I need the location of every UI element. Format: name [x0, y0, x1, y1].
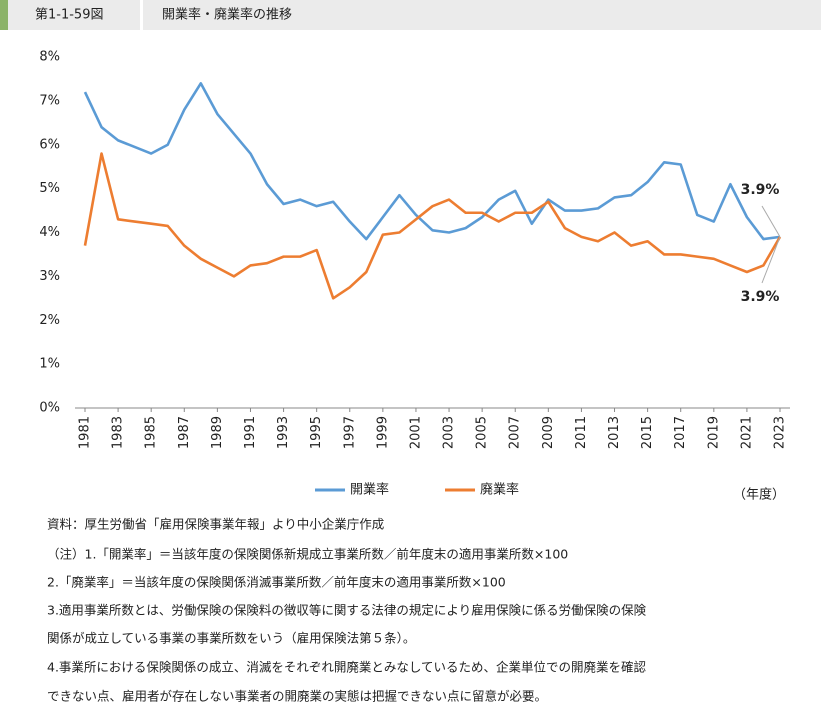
series-line [83, 82, 781, 241]
figure-title: 開業率・廃業率の推移 [162, 7, 292, 23]
header-accent [0, 0, 8, 30]
note-line: できない点、雇用者が存在しない事業者の開廃業の実態は把握できない点に留意が必要。 [47, 689, 547, 704]
note-line: 2.「廃業率」＝当該年度の保険関係消滅事業所数／前年度末の適用事業所数×100 [47, 575, 506, 590]
series-line [83, 152, 782, 300]
end-label: 3.9% [741, 182, 780, 198]
x-tick-label: 2003 [442, 416, 457, 449]
note-line: （注）1.「開業率」＝当該年度の保険関係新規成立事業所数／前年度末の適用事業所数… [47, 547, 568, 562]
legend-label: 廃業率 [480, 482, 519, 498]
x-tick-label: 1983 [111, 416, 126, 449]
x-tick-label: 2021 [739, 416, 754, 449]
y-tick-label: 7% [39, 93, 60, 108]
x-tick-label: 2015 [640, 416, 655, 449]
note-line: 資料：厚生労働省「雇用保険事業年報」より中小企業庁作成 [47, 517, 384, 532]
y-tick-label: 5% [39, 181, 60, 196]
header-bar [0, 0, 821, 30]
x-tick-label: 2005 [475, 416, 490, 449]
x-tick-label: 2017 [673, 416, 688, 449]
y-tick-label: 1% [39, 357, 60, 372]
x-tick-label: 1993 [276, 416, 291, 449]
x-tick-label: 2009 [541, 416, 556, 449]
x-tick-label: 2013 [607, 416, 622, 449]
legend-label: 開業率 [350, 482, 389, 498]
y-tick-label: 6% [39, 137, 60, 152]
header-divider [140, 0, 143, 30]
x-tick-label: 2023 [773, 416, 788, 449]
y-tick-label: 2% [39, 313, 60, 328]
x-tick-label: 2007 [508, 416, 523, 449]
x-tick-label: 1997 [342, 416, 357, 449]
x-tick-label: 2011 [574, 416, 589, 449]
leader-line [761, 205, 781, 238]
x-tick-label: 1999 [375, 416, 390, 449]
leader-line [761, 236, 781, 284]
x-tick-label: 1987 [177, 416, 192, 449]
y-tick-label: 3% [39, 269, 60, 284]
x-tick-label: 1981 [78, 416, 93, 449]
x-tick-label: 1995 [309, 416, 324, 449]
x-tick-label: 1985 [144, 416, 159, 449]
note-line: 3.適用事業所数とは、労働保険の保険料の徴収等に関する法律の規定により雇用保険に… [47, 603, 647, 618]
y-tick-label: 4% [39, 225, 60, 240]
y-tick-label: 0% [39, 401, 60, 416]
x-axis-label: （年度） [733, 487, 785, 503]
x-tick-label: 1991 [243, 416, 258, 449]
y-tick-label: 8% [39, 50, 60, 65]
note-line: 4.事業所における保険関係の成立、消滅をそれぞれ開廃業とみなしているため、企業単… [47, 660, 647, 675]
x-tick-label: 1989 [210, 416, 225, 449]
figure-number: 第1-1-59図 [35, 8, 103, 23]
x-tick-label: 2001 [408, 416, 423, 449]
x-tick-label: 2019 [706, 416, 721, 449]
end-label: 3.9% [741, 289, 780, 305]
note-line: 関係が成立している事業の事業所数をいう（雇用保険法第５条）。 [47, 631, 415, 646]
